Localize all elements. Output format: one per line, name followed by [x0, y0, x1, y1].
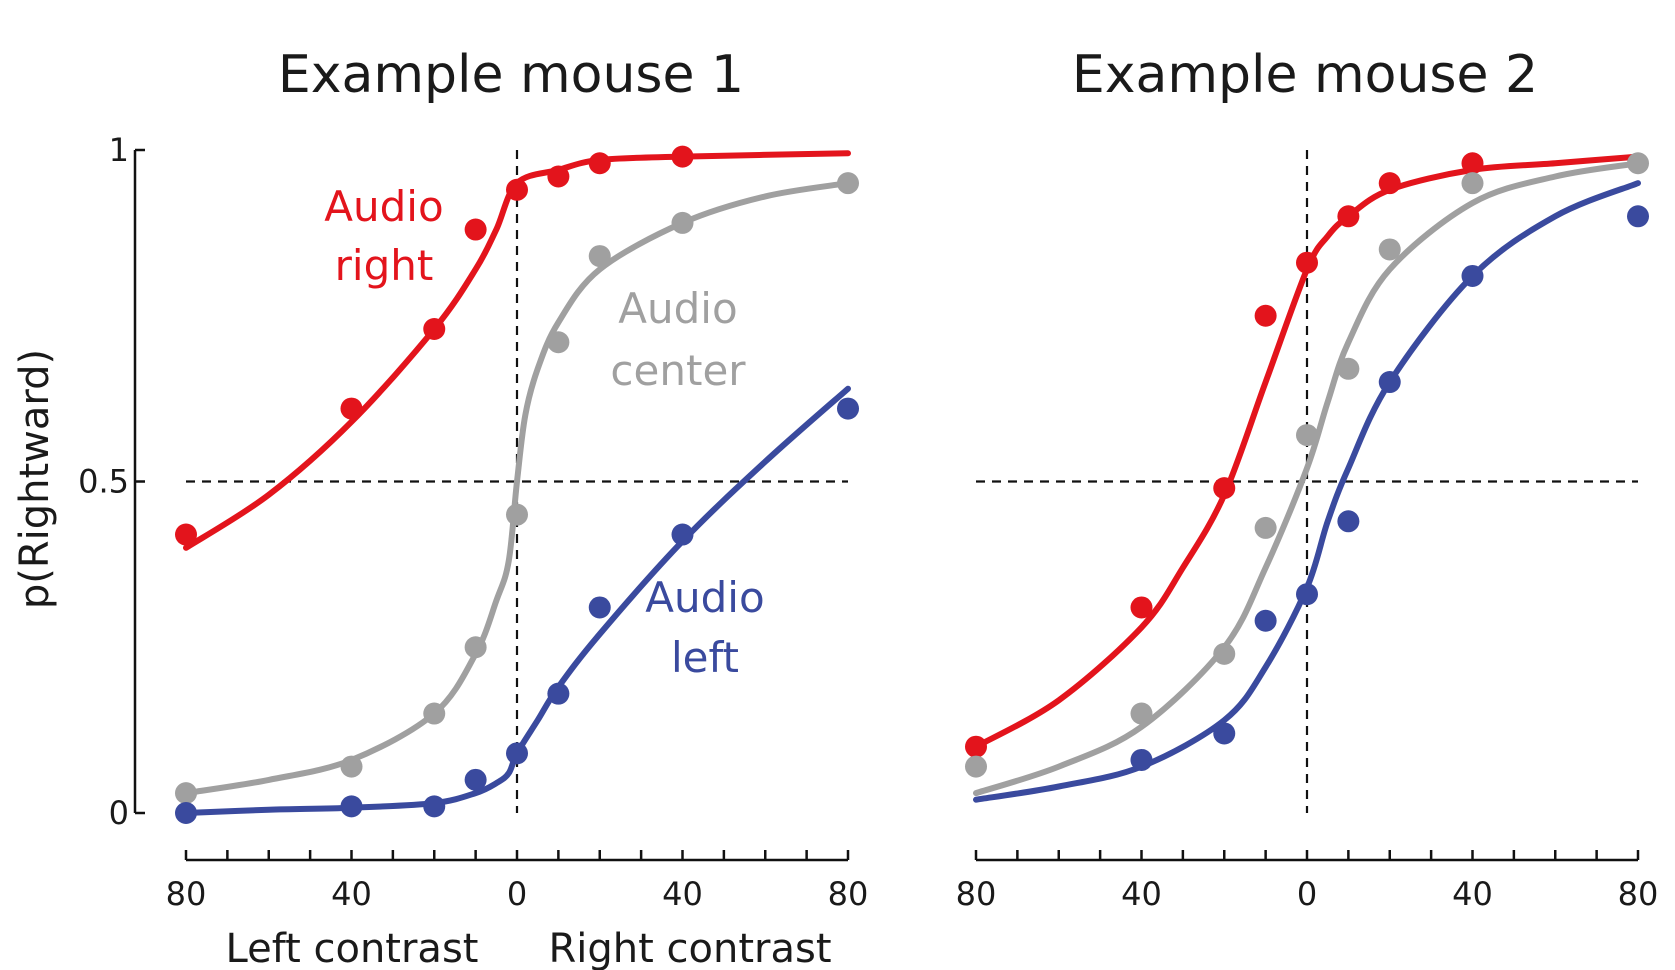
data-point-audio-left	[1461, 264, 1484, 287]
chart-title: Example mouse 1	[278, 45, 744, 105]
data-point-audio-center	[506, 503, 528, 526]
data-point-audio-center	[1337, 357, 1360, 380]
data-point-audio-right	[175, 523, 197, 546]
data-point-audio-left	[1254, 609, 1277, 632]
data-point-audio-right	[1337, 205, 1360, 228]
data-point-audio-center	[588, 245, 611, 268]
data-point-audio-left	[464, 768, 487, 791]
data-point-audio-center	[1296, 424, 1318, 447]
reference-lines	[186, 150, 848, 813]
data-point-audio-left	[506, 742, 528, 765]
data-point-audio-left	[1337, 510, 1360, 533]
x-tick-label: 40	[1452, 875, 1493, 913]
data-point-audio-right	[1213, 477, 1236, 500]
annotation-audio-right-line2: right	[335, 241, 434, 290]
fit-curve-audio-center	[973, 160, 1641, 797]
data-point-audio-center	[340, 755, 363, 778]
data-point-audio-center	[1213, 642, 1236, 665]
chart-panel-mouse-1: Example mouse 1 p(Rightward) Left contra…	[12, 45, 868, 970]
data-point-audio-center	[1378, 238, 1401, 261]
fit-curve-audio-right	[973, 153, 1641, 750]
data-point-audio-right	[965, 735, 987, 758]
data-point-audio-right	[340, 397, 363, 420]
data-point-audio-center	[423, 702, 446, 725]
x-tick-label: 40	[331, 875, 372, 913]
data-point-audio-center	[837, 172, 859, 195]
data-point-audio-left	[547, 682, 570, 705]
data-point-audio-left	[671, 523, 694, 546]
x-tick-label: 40	[1121, 875, 1162, 913]
annotation-audio-right: Audio	[324, 182, 443, 231]
data-point-audio-right	[1378, 172, 1401, 195]
x-tick-label: 80	[1618, 875, 1659, 913]
x-axis-label-left: Left contrast	[226, 926, 479, 970]
data-point-audio-right	[506, 178, 528, 201]
x-axis: 80 40 0 40 80	[956, 850, 1659, 913]
data-point-audio-center	[1627, 152, 1649, 175]
chart-panel-mouse-2: Example mouse 2 80 40 0 40 80	[956, 45, 1659, 913]
data-point-audio-left	[837, 397, 859, 420]
y-axis-label: p(Rightward)	[12, 349, 58, 609]
data-point-audio-left	[340, 795, 363, 818]
data-point-audio-right	[1296, 251, 1318, 274]
data-point-audio-left	[1627, 205, 1649, 228]
data-point-audio-right	[1130, 596, 1153, 619]
x-axis: 80 40 0 40 80	[166, 850, 869, 913]
y-tick-label: 0.5	[78, 463, 129, 501]
fit-curve-audio-left	[973, 180, 1641, 803]
y-tick-label: 0	[109, 794, 129, 832]
x-tick-label: 80	[956, 875, 997, 913]
data-point-audio-right	[588, 152, 611, 175]
series-annotations: Audio right Audio center Audio left	[324, 182, 764, 682]
data-points	[965, 152, 1649, 778]
y-axis: 00.51	[78, 131, 145, 832]
data-point-audio-right	[423, 318, 446, 341]
x-tick-label: 80	[166, 875, 207, 913]
annotation-audio-left-line2: left	[671, 633, 739, 682]
data-point-audio-right	[464, 218, 487, 241]
annotation-audio-center: Audio	[618, 284, 737, 333]
data-point-audio-left	[1130, 748, 1153, 771]
data-point-audio-center	[1254, 516, 1277, 539]
data-point-audio-left	[175, 802, 197, 824]
fit-curve-audio-right	[183, 150, 851, 551]
data-point-audio-center	[1461, 172, 1484, 195]
data-point-audio-left	[588, 596, 611, 619]
data-point-audio-center	[464, 636, 487, 659]
data-point-audio-left	[1378, 371, 1401, 394]
data-points	[175, 145, 859, 824]
y-tick-label: 1	[109, 131, 129, 169]
x-tick-label: 0	[507, 875, 527, 913]
data-point-audio-left	[1213, 722, 1236, 745]
data-point-audio-center	[671, 211, 694, 234]
data-point-audio-left	[1296, 583, 1318, 606]
x-tick-label: 40	[662, 875, 703, 913]
data-point-audio-right	[547, 165, 570, 188]
reference-lines	[976, 150, 1638, 813]
data-point-audio-center	[965, 755, 987, 778]
x-tick-label: 80	[828, 875, 869, 913]
data-point-audio-center	[1130, 702, 1153, 725]
annotation-audio-center-line2: center	[610, 346, 746, 395]
data-point-audio-right	[671, 145, 694, 168]
annotation-audio-left: Audio	[645, 573, 764, 622]
x-tick-label: 0	[1297, 875, 1317, 913]
data-point-audio-left	[423, 795, 446, 818]
data-point-audio-right	[1461, 152, 1484, 175]
x-axis-label-right: Right contrast	[548, 926, 831, 970]
chart-title: Example mouse 2	[1072, 45, 1538, 105]
data-point-audio-center	[547, 331, 570, 354]
data-point-audio-center	[175, 782, 197, 805]
data-point-audio-right	[1254, 304, 1277, 327]
